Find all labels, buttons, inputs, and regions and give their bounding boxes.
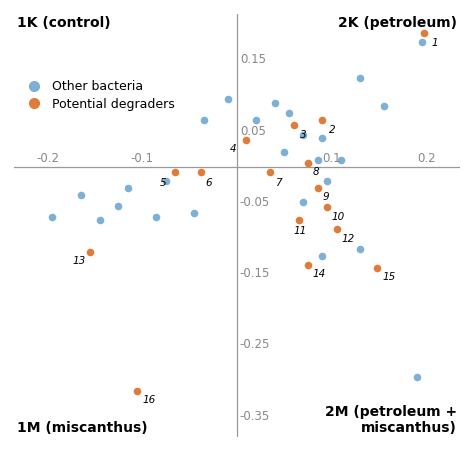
Point [77, 192, 84, 199]
Point [333, 226, 340, 233]
Point [314, 156, 321, 163]
Text: 16: 16 [142, 396, 155, 405]
Text: 2: 2 [329, 124, 336, 135]
Point [319, 252, 326, 259]
Text: 10: 10 [332, 212, 345, 221]
Point [356, 245, 364, 252]
Point [252, 117, 260, 124]
Text: 0.1: 0.1 [322, 152, 341, 165]
Point [337, 156, 345, 163]
Point [418, 38, 426, 46]
Text: 0.15: 0.15 [240, 53, 266, 66]
Point [323, 177, 331, 184]
Point [300, 199, 307, 206]
Point [200, 117, 208, 124]
Point [124, 184, 132, 192]
Point [323, 204, 331, 211]
Point [191, 209, 198, 216]
Point [319, 117, 326, 124]
Text: 0.2: 0.2 [417, 152, 436, 165]
Text: 1K (control): 1K (control) [17, 16, 111, 30]
Text: -0.1: -0.1 [131, 152, 154, 165]
Text: 6: 6 [206, 178, 212, 188]
Text: -0.35: -0.35 [240, 410, 270, 423]
Text: 15: 15 [382, 272, 395, 282]
Point [48, 213, 56, 220]
Point [290, 122, 298, 129]
Point [413, 373, 421, 381]
Legend: Other bacteria, Potential degraders: Other bacteria, Potential degraders [20, 79, 176, 112]
Point [281, 149, 288, 156]
Text: 9: 9 [322, 193, 329, 202]
Text: 1: 1 [431, 38, 438, 48]
Point [271, 99, 279, 106]
Text: 5: 5 [160, 178, 167, 188]
Point [172, 169, 179, 176]
Text: 8: 8 [313, 167, 319, 177]
Point [115, 202, 122, 210]
Text: -0.05: -0.05 [240, 196, 270, 209]
Text: 3: 3 [300, 130, 306, 140]
Point [243, 136, 250, 143]
Point [224, 96, 231, 103]
Text: 14: 14 [313, 269, 326, 279]
Point [319, 134, 326, 142]
Text: 11: 11 [294, 226, 307, 236]
Point [162, 177, 170, 184]
Point [304, 160, 312, 167]
Point [86, 249, 94, 256]
Text: 7: 7 [275, 178, 282, 188]
Point [96, 216, 103, 224]
Point [304, 262, 312, 269]
Text: 1M (miscanthus): 1M (miscanthus) [17, 421, 148, 435]
Point [300, 131, 307, 138]
Point [314, 184, 321, 192]
Text: 2M (petroleum +
miscanthus): 2M (petroleum + miscanthus) [325, 405, 457, 435]
Text: 0.05: 0.05 [240, 124, 266, 138]
Point [266, 169, 274, 176]
Text: 2K (petroleum): 2K (petroleum) [338, 16, 457, 30]
Text: -0.15: -0.15 [240, 267, 270, 280]
Text: 4: 4 [229, 144, 236, 154]
Point [420, 30, 428, 37]
Point [374, 264, 381, 272]
Text: 12: 12 [341, 234, 355, 244]
Text: 13: 13 [73, 257, 86, 267]
Text: -0.25: -0.25 [240, 338, 270, 351]
Point [380, 102, 388, 110]
Point [197, 169, 205, 176]
Point [134, 387, 141, 395]
Point [153, 213, 160, 220]
Text: -0.2: -0.2 [36, 152, 59, 165]
Point [295, 216, 302, 224]
Point [285, 110, 293, 117]
Point [356, 74, 364, 81]
